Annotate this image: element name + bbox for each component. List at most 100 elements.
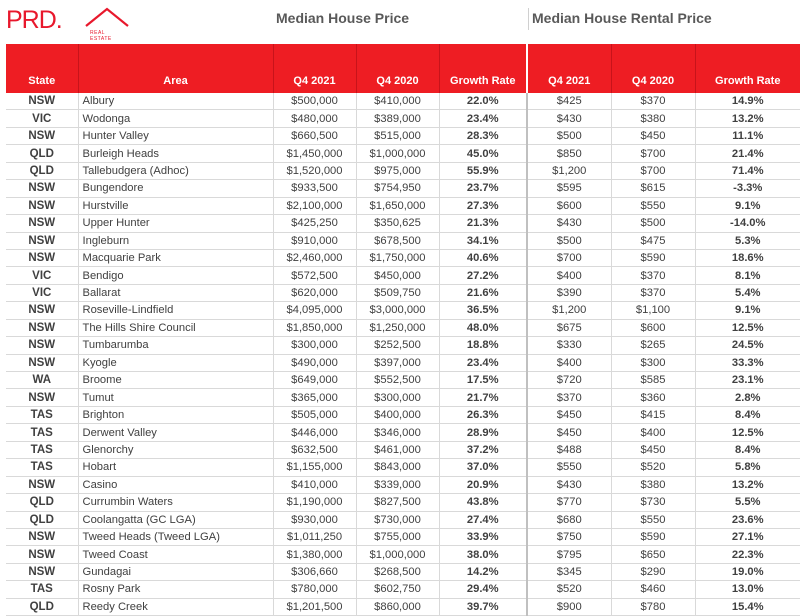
cell-state: NSW — [6, 563, 78, 582]
cell-area: Tumbarumba — [77, 336, 273, 355]
cell-rent-q4-2020: $300 — [610, 354, 695, 373]
table-row: NSW Bungendore $933,500 $754,950 23.7% $595 $6… — [6, 179, 800, 198]
cell-state: NSW — [6, 319, 78, 338]
cell-house-growth: 23.4% — [438, 109, 527, 128]
cell-area: Hobart — [77, 458, 273, 477]
cell-rent-q4-2021: $370 — [526, 388, 611, 407]
table-row: NSW Hunter Valley $660,500 $515,000 28.3% $50… — [6, 127, 800, 146]
cell-house-q4-2020: $1,250,000 — [355, 319, 439, 338]
cell-rent-growth: 19.0% — [694, 563, 800, 582]
cell-house-growth: 23.7% — [438, 179, 527, 198]
col-header-rent-q4-2021: Q4 2021 — [526, 44, 611, 93]
cell-rent-q4-2021: $488 — [526, 441, 611, 460]
cell-rent-q4-2020: $1,100 — [610, 301, 695, 320]
cell-area: Casino — [77, 476, 273, 495]
cell-rent-q4-2020: $590 — [610, 528, 695, 547]
table-row: NSW Tumut $365,000 $300,000 21.7% $370 $360 2.8… — [6, 388, 800, 407]
cell-rent-growth: 2.8% — [694, 388, 800, 407]
cell-rent-growth: 5.8% — [694, 458, 800, 477]
cell-rent-q4-2021: $390 — [526, 284, 611, 303]
cell-house-q4-2020: $860,000 — [355, 598, 439, 616]
cell-house-q4-2020: $397,000 — [355, 354, 439, 373]
table-row: QLD Coolangatta (GC LGA) $930,000 $730,000 2… — [6, 511, 800, 529]
cell-rent-growth: 23.6% — [694, 511, 800, 529]
cell-area: Tumut — [77, 388, 273, 407]
cell-state: NSW — [6, 197, 78, 216]
cell-state: NSW — [6, 127, 78, 146]
cell-rent-growth: 8.4% — [694, 441, 800, 460]
cell-area: Albury — [77, 93, 273, 111]
cell-rent-growth: 5.5% — [694, 493, 800, 512]
cell-rent-q4-2020: $450 — [610, 127, 695, 146]
cell-rent-q4-2020: $550 — [610, 511, 695, 529]
group-title-house-price: Median House Price — [276, 10, 410, 26]
cell-house-q4-2021: $910,000 — [272, 232, 356, 250]
cell-house-q4-2020: $1,000,000 — [355, 545, 439, 564]
cell-area: Tallebudgera (Adhoc) — [77, 162, 273, 181]
cell-area: Rosny Park — [77, 580, 273, 599]
cell-rent-q4-2020: $550 — [610, 197, 695, 216]
cell-rent-q4-2021: $330 — [526, 336, 611, 355]
cell-rent-growth: 22.3% — [694, 545, 800, 564]
cell-area: Burleigh Heads — [77, 144, 273, 163]
cell-house-q4-2020: $509,750 — [355, 284, 439, 303]
cell-state: TAS — [6, 441, 78, 460]
cell-rent-growth: 11.1% — [694, 127, 800, 146]
cell-state: TAS — [6, 423, 78, 442]
cell-area: Kyogle — [77, 354, 273, 373]
cell-house-q4-2021: $1,520,000 — [272, 162, 356, 181]
cell-rent-q4-2020: $370 — [610, 284, 695, 303]
cell-house-growth: 45.0% — [438, 144, 527, 163]
cell-rent-q4-2020: $290 — [610, 563, 695, 582]
cell-state: NSW — [6, 214, 78, 233]
cell-rent-growth: 13.0% — [694, 580, 800, 599]
cell-house-growth: 14.2% — [438, 563, 527, 582]
cell-rent-q4-2020: $460 — [610, 580, 695, 599]
table-row: NSW Tumbarumba $300,000 $252,500 18.8% $330 $2… — [6, 336, 800, 355]
cell-house-q4-2021: $410,000 — [272, 476, 356, 495]
cell-area: Macquarie Park — [77, 249, 273, 268]
cell-state: NSW — [6, 179, 78, 198]
cell-rent-q4-2020: $400 — [610, 423, 695, 442]
cell-house-q4-2021: $660,500 — [272, 127, 356, 146]
cell-house-q4-2021: $1,850,000 — [272, 319, 356, 338]
table-row: TAS Rosny Park $780,000 $602,750 29.4% $520 $4… — [6, 580, 800, 599]
cell-rent-q4-2021: $680 — [526, 511, 611, 529]
cell-state: QLD — [6, 511, 78, 529]
cell-house-q4-2020: $754,950 — [355, 179, 439, 198]
cell-rent-q4-2021: $900 — [526, 598, 611, 616]
cell-rent-growth: 71.4% — [694, 162, 800, 181]
cell-house-q4-2020: $346,000 — [355, 423, 439, 442]
cell-area: Brighton — [77, 406, 273, 425]
cell-area: Tweed Coast — [77, 545, 273, 564]
cell-area: Gundagai — [77, 563, 273, 582]
cell-area: The Hills Shire Council — [77, 319, 273, 338]
cell-rent-q4-2021: $595 — [526, 179, 611, 198]
cell-state: VIC — [6, 109, 78, 128]
cell-state: NSW — [6, 93, 78, 111]
cell-rent-q4-2020: $370 — [610, 266, 695, 285]
cell-house-q4-2021: $300,000 — [272, 336, 356, 355]
table-row: NSW Ingleburn $910,000 $678,500 34.1% $500 $47… — [6, 232, 800, 250]
cell-house-q4-2021: $480,000 — [272, 109, 356, 128]
cell-house-q4-2021: $620,000 — [272, 284, 356, 303]
cell-rent-growth: 21.4% — [694, 144, 800, 163]
cell-rent-growth: 27.1% — [694, 528, 800, 547]
cell-house-q4-2020: $975,000 — [355, 162, 439, 181]
table-row: NSW Macquarie Park $2,460,000 $1,750,000 40.… — [6, 249, 800, 268]
cell-rent-growth: 5.3% — [694, 232, 800, 250]
cell-house-q4-2020: $300,000 — [355, 388, 439, 407]
cell-house-q4-2021: $1,380,000 — [272, 545, 356, 564]
cell-rent-q4-2021: $500 — [526, 127, 611, 146]
cell-rent-growth: 15.4% — [694, 598, 800, 616]
cell-house-q4-2021: $446,000 — [272, 423, 356, 442]
cell-area: Roseville-Lindfield — [77, 301, 273, 320]
table-row: QLD Burleigh Heads $1,450,000 $1,000,000 45.… — [6, 144, 800, 163]
cell-rent-growth: 18.6% — [694, 249, 800, 268]
col-header-rent-growth: Growth Rate — [694, 44, 800, 93]
cell-house-growth: 29.4% — [438, 580, 527, 599]
cell-house-q4-2021: $306,660 — [272, 563, 356, 582]
cell-state: TAS — [6, 406, 78, 425]
cell-state: NSW — [6, 301, 78, 320]
cell-rent-q4-2020: $590 — [610, 249, 695, 268]
